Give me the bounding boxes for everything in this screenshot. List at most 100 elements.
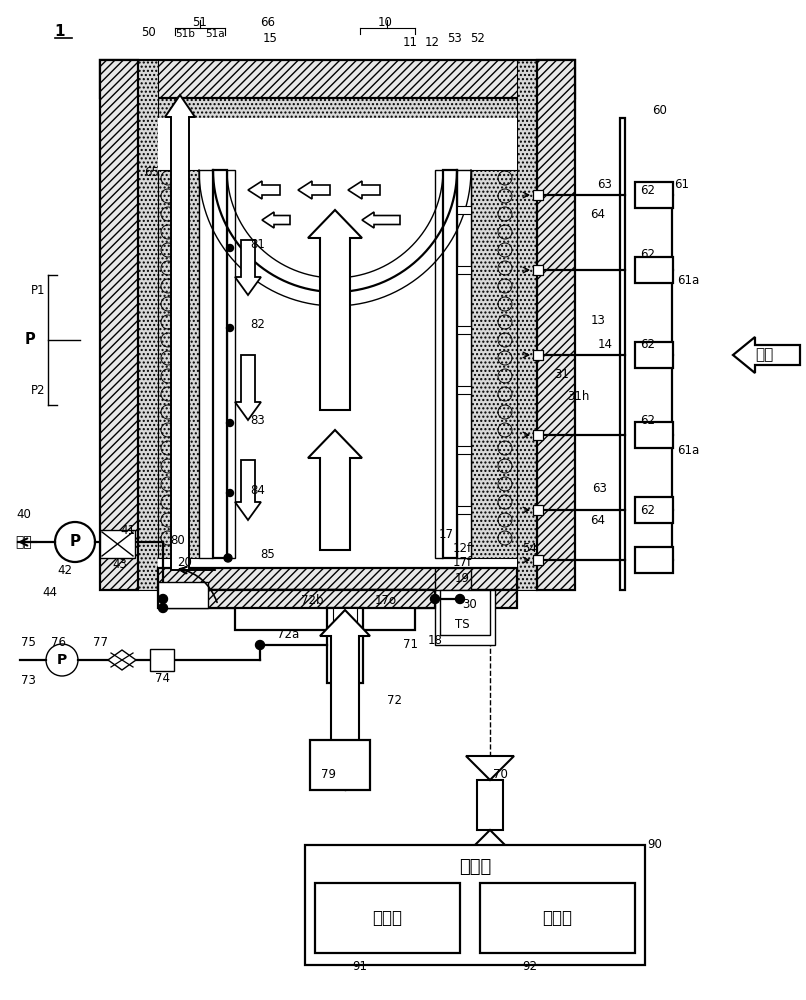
Polygon shape	[235, 460, 261, 520]
Text: 72b: 72b	[301, 593, 323, 606]
Text: 73: 73	[21, 674, 35, 686]
Text: P: P	[25, 332, 35, 348]
Text: 62: 62	[641, 338, 655, 352]
Bar	[199, 170, 213, 558]
Text: 17o: 17o	[375, 593, 397, 606]
Circle shape	[159, 603, 168, 612]
Text: P1: P1	[31, 284, 45, 296]
Text: 66: 66	[260, 15, 276, 28]
Bar	[457, 170, 471, 558]
Bar	[227, 170, 235, 558]
Polygon shape	[348, 181, 380, 199]
Bar	[158, 568, 517, 590]
Text: 51: 51	[193, 15, 207, 28]
Text: 64: 64	[591, 209, 605, 222]
Text: 15: 15	[263, 31, 277, 44]
Bar	[457, 386, 471, 394]
Bar	[517, 60, 537, 590]
Bar	[333, 608, 357, 683]
Bar	[635, 342, 673, 368]
Bar	[235, 170, 435, 558]
Text: 17: 17	[438, 528, 454, 540]
Text: 42: 42	[57, 564, 73, 576]
Bar	[213, 170, 227, 558]
Polygon shape	[298, 181, 330, 199]
Polygon shape	[320, 610, 370, 760]
Polygon shape	[466, 830, 514, 854]
Bar	[163, 590, 435, 608]
Text: 79: 79	[321, 768, 335, 782]
Circle shape	[226, 489, 234, 496]
Text: 77: 77	[93, 637, 107, 650]
Text: 17f: 17f	[452, 556, 472, 568]
Text: 63: 63	[597, 178, 613, 192]
Bar	[635, 497, 673, 523]
Text: 82: 82	[251, 318, 265, 332]
Text: 64: 64	[591, 514, 605, 526]
Text: 空气: 空气	[755, 348, 773, 362]
Bar	[310, 740, 370, 790]
Text: 43: 43	[113, 558, 127, 572]
Bar	[635, 182, 673, 208]
Text: 40: 40	[17, 508, 31, 522]
Polygon shape	[235, 355, 261, 420]
Bar	[537, 60, 575, 590]
Circle shape	[224, 554, 232, 562]
Text: 排气: 排气	[15, 535, 32, 549]
Text: 85: 85	[260, 548, 276, 562]
Bar	[457, 206, 471, 214]
Polygon shape	[235, 240, 261, 295]
Bar	[635, 257, 673, 283]
Text: 11: 11	[402, 35, 418, 48]
Polygon shape	[308, 210, 362, 410]
Polygon shape	[733, 337, 800, 373]
Text: 控制部: 控制部	[459, 858, 491, 876]
Text: 61a: 61a	[677, 273, 699, 286]
Bar	[457, 506, 471, 514]
Text: 处理器: 处理器	[372, 909, 402, 927]
Text: 53: 53	[447, 31, 463, 44]
Text: 75: 75	[21, 637, 35, 650]
Bar	[480, 883, 635, 953]
Text: 44: 44	[43, 586, 57, 599]
Circle shape	[159, 594, 168, 603]
Text: 60: 60	[653, 104, 667, 116]
Text: 62: 62	[641, 184, 655, 196]
Text: 61: 61	[675, 178, 689, 192]
Text: 12f: 12f	[452, 542, 472, 554]
Text: 72: 72	[388, 694, 402, 706]
Text: 31h: 31h	[567, 389, 589, 402]
Text: 92: 92	[522, 960, 538, 974]
Text: 14: 14	[597, 338, 613, 352]
Polygon shape	[165, 95, 195, 570]
Bar	[327, 608, 363, 683]
Polygon shape	[248, 181, 280, 199]
Bar	[533, 265, 543, 275]
Text: 62: 62	[641, 248, 655, 261]
Bar	[305, 845, 645, 965]
Bar	[435, 590, 495, 645]
Text: 61a: 61a	[677, 444, 699, 456]
Polygon shape	[108, 650, 136, 670]
Bar	[477, 780, 503, 830]
Bar	[533, 430, 543, 440]
Text: 62: 62	[641, 414, 655, 426]
Polygon shape	[308, 430, 362, 550]
Bar	[457, 446, 471, 454]
Bar	[471, 170, 517, 558]
Text: 20: 20	[177, 556, 193, 568]
Text: 83: 83	[251, 414, 265, 426]
Polygon shape	[362, 212, 400, 228]
Bar	[635, 422, 673, 448]
Text: 30: 30	[463, 598, 477, 611]
Text: 90: 90	[647, 838, 663, 852]
Bar	[533, 350, 543, 360]
Bar	[533, 190, 543, 200]
Text: 19: 19	[455, 572, 470, 584]
Bar	[138, 60, 158, 590]
Text: P: P	[57, 653, 67, 667]
Bar	[635, 547, 673, 573]
Circle shape	[226, 420, 234, 426]
Text: 50: 50	[140, 25, 156, 38]
Circle shape	[455, 594, 464, 603]
